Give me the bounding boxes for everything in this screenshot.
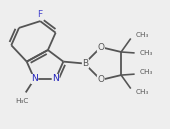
Text: CH₃: CH₃	[139, 69, 153, 75]
Text: CH₃: CH₃	[136, 32, 149, 38]
Text: B: B	[82, 59, 89, 68]
Text: CH₃: CH₃	[136, 89, 149, 95]
Text: O: O	[97, 43, 104, 52]
Text: F: F	[37, 10, 42, 19]
Text: CH₃: CH₃	[139, 50, 153, 56]
Text: N: N	[31, 74, 38, 83]
Text: H₃C: H₃C	[15, 98, 29, 104]
Text: N: N	[52, 74, 59, 83]
Text: O: O	[97, 75, 104, 84]
